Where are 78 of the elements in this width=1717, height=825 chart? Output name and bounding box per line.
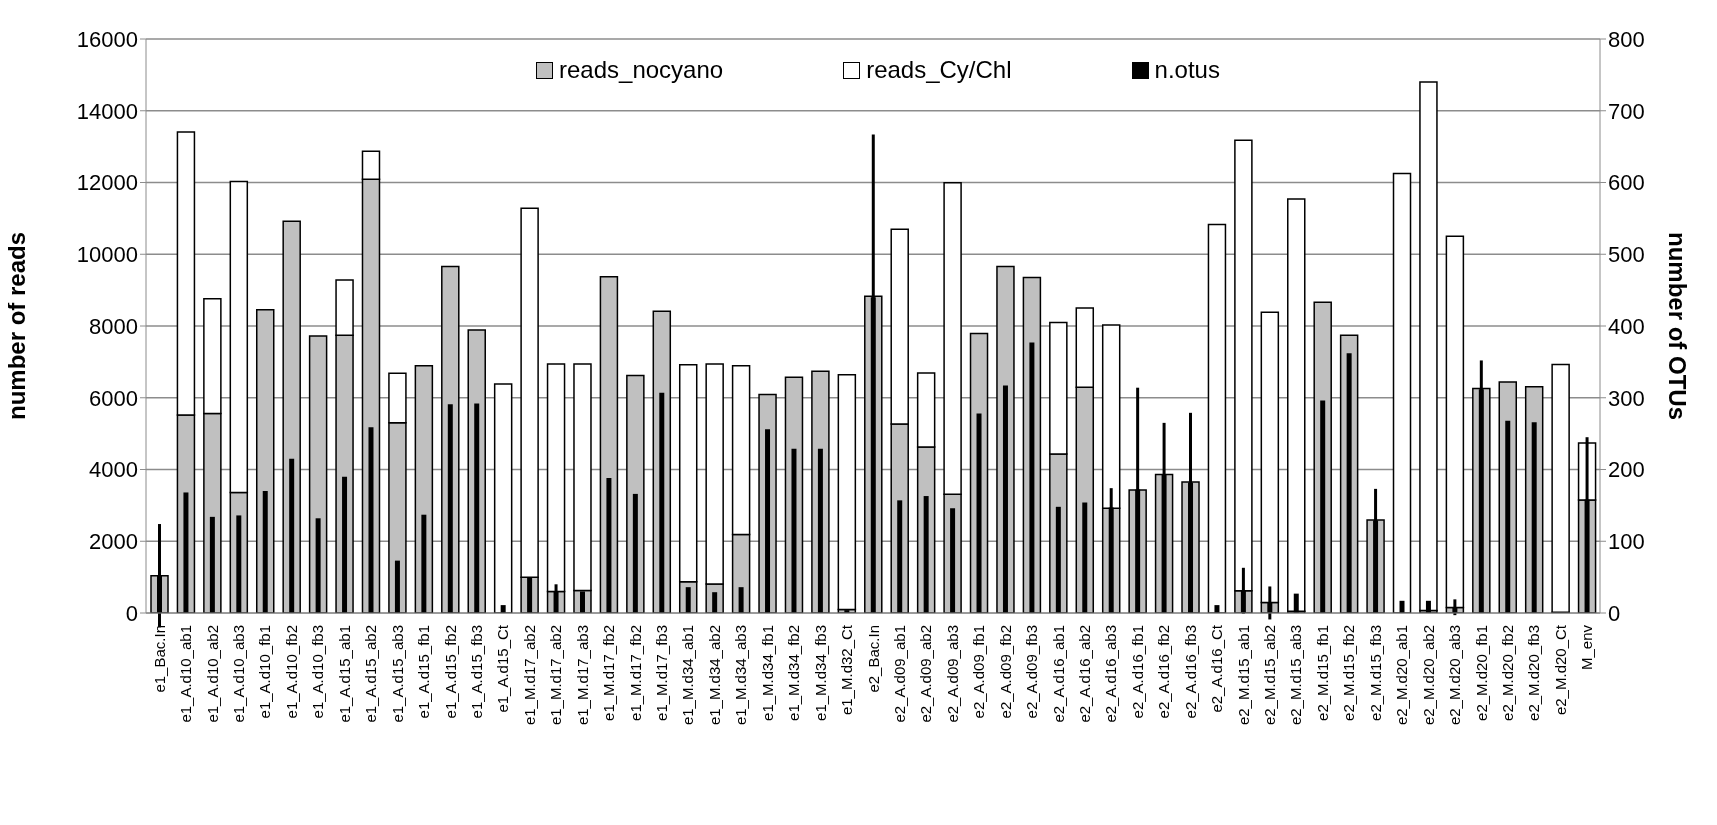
x-tick-label: e1_A.d15_Ct <box>494 624 512 713</box>
x-tick-label: e2_M.d15_ab3 <box>1287 625 1305 726</box>
x-tick-label: e2_M.d15_fb2 <box>1340 625 1358 721</box>
x-tick-label: e2_M.d15_fb1 <box>1313 625 1331 721</box>
y-tick-label: 12000 <box>76 170 138 196</box>
x-tick-label: e1_A.d10_fb3 <box>309 625 327 719</box>
x-tick-label: e2_A.d09_fb2 <box>996 625 1014 719</box>
y-tick-label: 14000 <box>76 98 138 124</box>
x-tick-label: e1_M.d34_ab3 <box>732 625 750 726</box>
x-tick-label: e2_A.d16_fb1 <box>1128 625 1146 719</box>
x-tick-label: e2_M.d20_ab1 <box>1393 625 1411 726</box>
x-tick-label: e2_M.d20_fb3 <box>1525 625 1543 721</box>
x-tick-label: e1_M.d17_ab2 <box>520 625 538 726</box>
x-tick-label: e2_M.d20_fb1 <box>1472 625 1490 721</box>
x-tick-label: e1_A.d15_ab2 <box>362 625 380 723</box>
y-tick-label: 8000 <box>89 313 138 339</box>
x-tick-label: e2_A.d09_fb1 <box>970 625 988 719</box>
legend-label: reads_nocyano <box>558 56 724 84</box>
y-tick-label: 0 <box>125 600 138 626</box>
x-tick-label: e2_A.d09_ab3 <box>943 625 961 723</box>
x-tick-label: e2_Bac.In <box>864 625 882 693</box>
x-tick-label: e1_M.d17_fb2 <box>626 625 644 721</box>
x-tick-label: e1_A.d15_ab1 <box>335 625 353 723</box>
x-tick-label: e1_A.d10_fb2 <box>282 625 300 719</box>
x-tick-label: e1_M.d17_ab3 <box>573 625 591 726</box>
x-tick-label: e2_A.d09_ab1 <box>890 625 908 723</box>
x-tick-label: e2_M.d15_ab1 <box>1234 625 1252 726</box>
y2-tick-label: 400 <box>1608 313 1645 339</box>
x-tick-label: e1_A.d10_ab2 <box>203 625 221 723</box>
x-tick-label: e2_A.d16_fb3 <box>1181 625 1199 719</box>
x-tick-label: e1_M.d34_ab1 <box>679 625 697 726</box>
x-tick-label: e1_M.d34_fb1 <box>758 625 776 721</box>
x-tick-label: e2_M.d20_ab2 <box>1419 625 1437 726</box>
x-tick-label: e1_M.d34_ab2 <box>705 625 723 726</box>
x-tick-label: e1_A.d15_fb1 <box>415 625 433 719</box>
x-tick-label: e1_Bac.In <box>150 625 168 693</box>
legend-label: reads_Cy/Chl <box>865 56 1012 84</box>
x-tick-label: e1_M.d17_fb3 <box>653 625 671 721</box>
x-tick-label: e2_M.d20_ab3 <box>1446 625 1464 726</box>
legend-label: n.otus <box>1153 56 1220 84</box>
x-tick-label: e1_M.d34_fb3 <box>811 625 829 721</box>
x-tick-label: e1_A.d15_fb2 <box>441 625 459 719</box>
x-tick-label: e2_A.d16_ab3 <box>1102 625 1120 723</box>
x-tick-label: e2_M.d15_ab2 <box>1261 625 1279 726</box>
y2-tick-label: 800 <box>1608 26 1645 52</box>
x-tick-label: e2_A.d16_fb2 <box>1155 625 1173 719</box>
y2-tick-label: 0 <box>1608 600 1621 626</box>
x-tick-label: e2_A.d09_ab2 <box>917 625 935 723</box>
x-tick-label: e1_M.d17_ab2 <box>547 625 565 726</box>
x-tick-label: e1_A.d15_fb3 <box>467 625 485 719</box>
x-tick-label: e1_M.d34_fb2 <box>785 625 803 721</box>
x-tick-label: e2_M.d15_fb3 <box>1366 625 1384 721</box>
y-tick-label: 2000 <box>89 529 138 555</box>
x-tick-label: e1_A.d10_ab1 <box>177 625 195 723</box>
y-tick-label: 4000 <box>89 457 138 483</box>
x-tick-label: e2_M.d20_fb2 <box>1498 625 1516 721</box>
y2-tick-label: 600 <box>1608 170 1645 196</box>
x-tick-label: e2_M.d20_Ct <box>1551 624 1569 716</box>
y2-tick-label: 700 <box>1608 98 1645 124</box>
x-tick-label: e2_A.d09_fb3 <box>1023 625 1041 719</box>
y2-tick-label: 200 <box>1608 457 1645 483</box>
x-tick-label: e2_A.d16_Ct <box>1208 624 1226 713</box>
x-tick-label: e1_A.d10_fb1 <box>256 625 274 719</box>
y2-tick-label: 300 <box>1608 385 1645 411</box>
y-tick-label: 10000 <box>76 242 138 268</box>
x-tick-label: e2_A.d16_ab1 <box>1049 625 1067 723</box>
x-tick-label: e1_M.d17_fb2 <box>600 625 618 721</box>
x-tick-label: e2_A.d16_ab2 <box>1075 625 1093 723</box>
y2-axis-title: number of OTUs <box>1664 231 1692 421</box>
y-axis-title: number of reads <box>2 231 30 421</box>
x-tick-label: e1_A.d10_ab3 <box>230 625 248 723</box>
y2-tick-label: 500 <box>1608 242 1645 268</box>
x-tick-label: e1_M.d32_Ct <box>838 624 856 716</box>
y-tick-label: 6000 <box>89 385 138 411</box>
y2-tick-label: 100 <box>1608 529 1645 555</box>
x-tick-label: e1_A.d15_ab3 <box>388 625 406 723</box>
x-tick-label: M_env <box>1578 624 1596 671</box>
y-tick-label: 16000 <box>76 26 138 52</box>
